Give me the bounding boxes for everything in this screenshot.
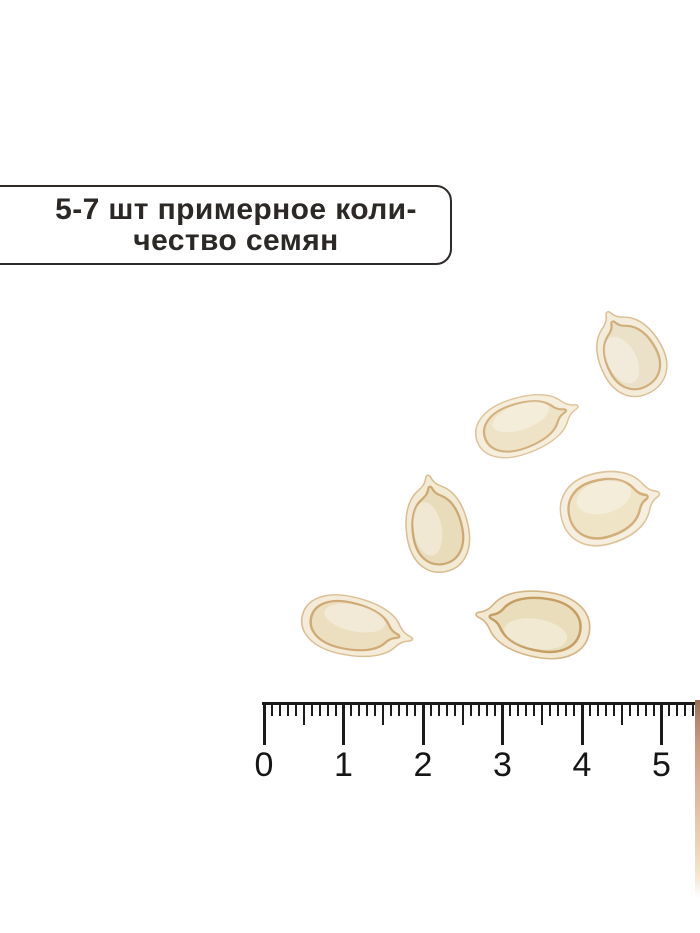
ruler-tick bbox=[278, 702, 281, 716]
ruler-tick bbox=[628, 702, 631, 716]
ruler-tick bbox=[445, 702, 448, 716]
ruler-tick bbox=[652, 702, 655, 716]
ruler-tick bbox=[406, 702, 409, 716]
ruler-edge-line bbox=[262, 702, 700, 705]
ruler-tick bbox=[533, 702, 536, 716]
ruler-tick bbox=[580, 702, 584, 745]
ruler-tick bbox=[501, 702, 504, 745]
ruler-number-0: 0 bbox=[254, 746, 274, 784]
ruler-tick bbox=[310, 702, 313, 716]
seed-count-badge: 5-7 шт примерное коли- чество семян bbox=[0, 185, 452, 265]
ruler-tick bbox=[358, 702, 361, 716]
ruler-tick bbox=[366, 702, 369, 716]
ruler-tick bbox=[517, 702, 520, 716]
ruler-tick bbox=[557, 702, 560, 716]
ruler-tick bbox=[382, 702, 385, 725]
ruler-tick bbox=[612, 702, 615, 716]
ruler-tick bbox=[294, 702, 297, 716]
ruler-tick bbox=[485, 702, 488, 716]
ruler-tick bbox=[684, 702, 687, 716]
ruler-tick bbox=[469, 702, 472, 716]
ruler-tick bbox=[334, 702, 337, 716]
ruler-tick bbox=[302, 702, 305, 725]
ruler-number-2: 2 bbox=[413, 746, 433, 784]
ruler-tick bbox=[461, 702, 464, 725]
ruler-tick bbox=[342, 702, 345, 745]
ruler-tick bbox=[374, 702, 377, 716]
ruler-tick bbox=[668, 702, 671, 716]
ruler-tick bbox=[286, 702, 289, 716]
ruler-tick bbox=[421, 702, 425, 745]
ruler-tick bbox=[549, 702, 552, 716]
ruler-tick bbox=[318, 702, 321, 716]
ruler-tick bbox=[429, 702, 432, 716]
ruler-tick bbox=[390, 702, 393, 716]
ruler-number-3: 3 bbox=[493, 746, 512, 784]
seed-mid-left bbox=[405, 474, 471, 573]
seed-upper-middle bbox=[474, 393, 579, 459]
ruler-tick bbox=[676, 702, 679, 716]
cropped-object-edge bbox=[695, 700, 700, 898]
seed-count-text-line1: 5-7 шт примерное коли- bbox=[55, 193, 417, 226]
ruler-tick bbox=[270, 702, 273, 716]
ruler-tick bbox=[573, 702, 576, 716]
seed-bottom-left bbox=[300, 594, 414, 658]
ruler-tick bbox=[350, 702, 353, 716]
ruler-tick bbox=[588, 702, 591, 716]
ruler-number-1: 1 bbox=[334, 746, 353, 784]
ruler-number-5: 5 bbox=[652, 746, 671, 784]
ruler-tick bbox=[541, 702, 544, 725]
ruler-tick bbox=[509, 702, 512, 716]
ruler-tick bbox=[565, 702, 568, 716]
ruler-tick bbox=[262, 702, 266, 745]
ruler-tick bbox=[414, 702, 417, 716]
seed-top-right bbox=[596, 311, 668, 398]
ruler-tick bbox=[453, 702, 456, 716]
ruler-tick bbox=[692, 702, 695, 716]
ruler-tick bbox=[604, 702, 607, 716]
seed-count-text-line2: чество семян bbox=[133, 224, 339, 257]
ruler-tick bbox=[525, 702, 528, 716]
ruler-tick bbox=[398, 702, 401, 716]
ruler-tick bbox=[660, 702, 663, 745]
ruler-tick bbox=[326, 702, 329, 716]
ruler-tick bbox=[477, 702, 480, 716]
seed-bottom-middle bbox=[475, 590, 591, 660]
ruler-tick bbox=[596, 702, 599, 716]
ruler-tick bbox=[620, 702, 623, 725]
ruler-tick bbox=[644, 702, 647, 716]
seed-mid-right bbox=[559, 470, 661, 547]
ruler-tick bbox=[636, 702, 639, 716]
ruler-tick bbox=[437, 702, 440, 716]
ruler-number-4: 4 bbox=[572, 746, 592, 784]
ruler-tick bbox=[493, 702, 496, 716]
